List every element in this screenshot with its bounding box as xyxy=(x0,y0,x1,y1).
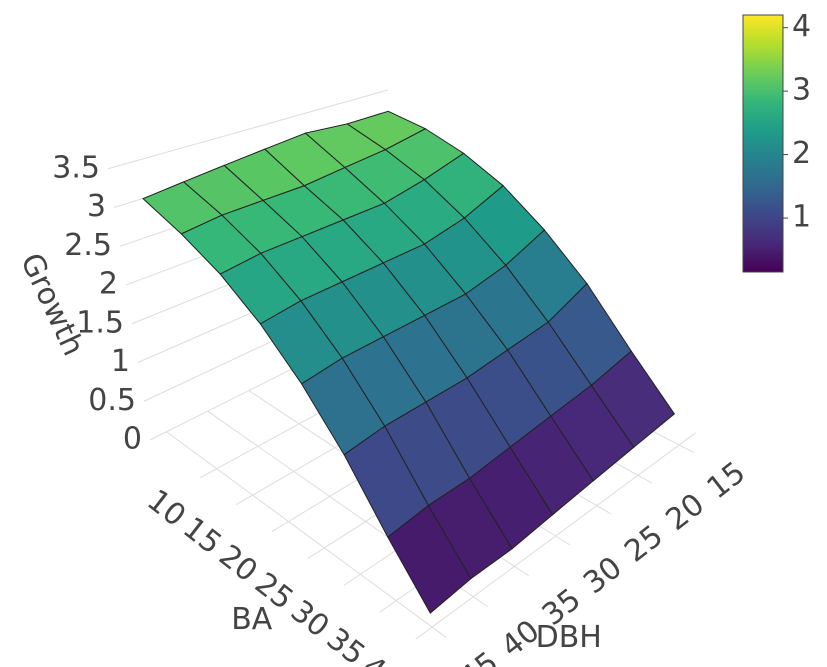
y-tick-label: 25 xyxy=(618,518,670,569)
z-tick-label: 3 xyxy=(87,189,106,224)
x-tick-label: 35 xyxy=(320,621,372,667)
colorbar-tick-label: 3 xyxy=(792,73,811,108)
z-tick-label: 1.5 xyxy=(76,305,124,340)
y-tick-label: 15 xyxy=(701,455,753,506)
y-tick-label: 45 xyxy=(454,645,506,667)
x-tick-label: 15 xyxy=(176,511,228,562)
colorbar-tick-label: 4 xyxy=(792,9,811,44)
z-tick-label: 2 xyxy=(99,267,118,302)
z-tick-label: 3.5 xyxy=(52,150,100,185)
y-tick-label: 30 xyxy=(577,550,629,601)
z-tick-label: 2.5 xyxy=(64,228,112,263)
x-tick-label: 10 xyxy=(140,483,192,534)
x-tick-label: 20 xyxy=(212,538,264,589)
colorbar-tick-label: 2 xyxy=(792,136,811,171)
x-axis-title: BA xyxy=(231,602,273,637)
colorbar xyxy=(742,14,784,273)
surface-cell xyxy=(387,504,472,614)
y-axis-title: DBH xyxy=(536,620,602,655)
x-tick-label: 30 xyxy=(284,594,336,645)
y-tick-label: 20 xyxy=(659,487,711,538)
grid-line xyxy=(107,89,389,170)
z-tick-label: 0.5 xyxy=(88,383,136,418)
grid-line xyxy=(166,431,447,639)
z-tick-label: 0 xyxy=(123,422,142,457)
z-tick-label: 1 xyxy=(111,344,130,379)
colorbar-tick-label: 1 xyxy=(792,200,811,235)
